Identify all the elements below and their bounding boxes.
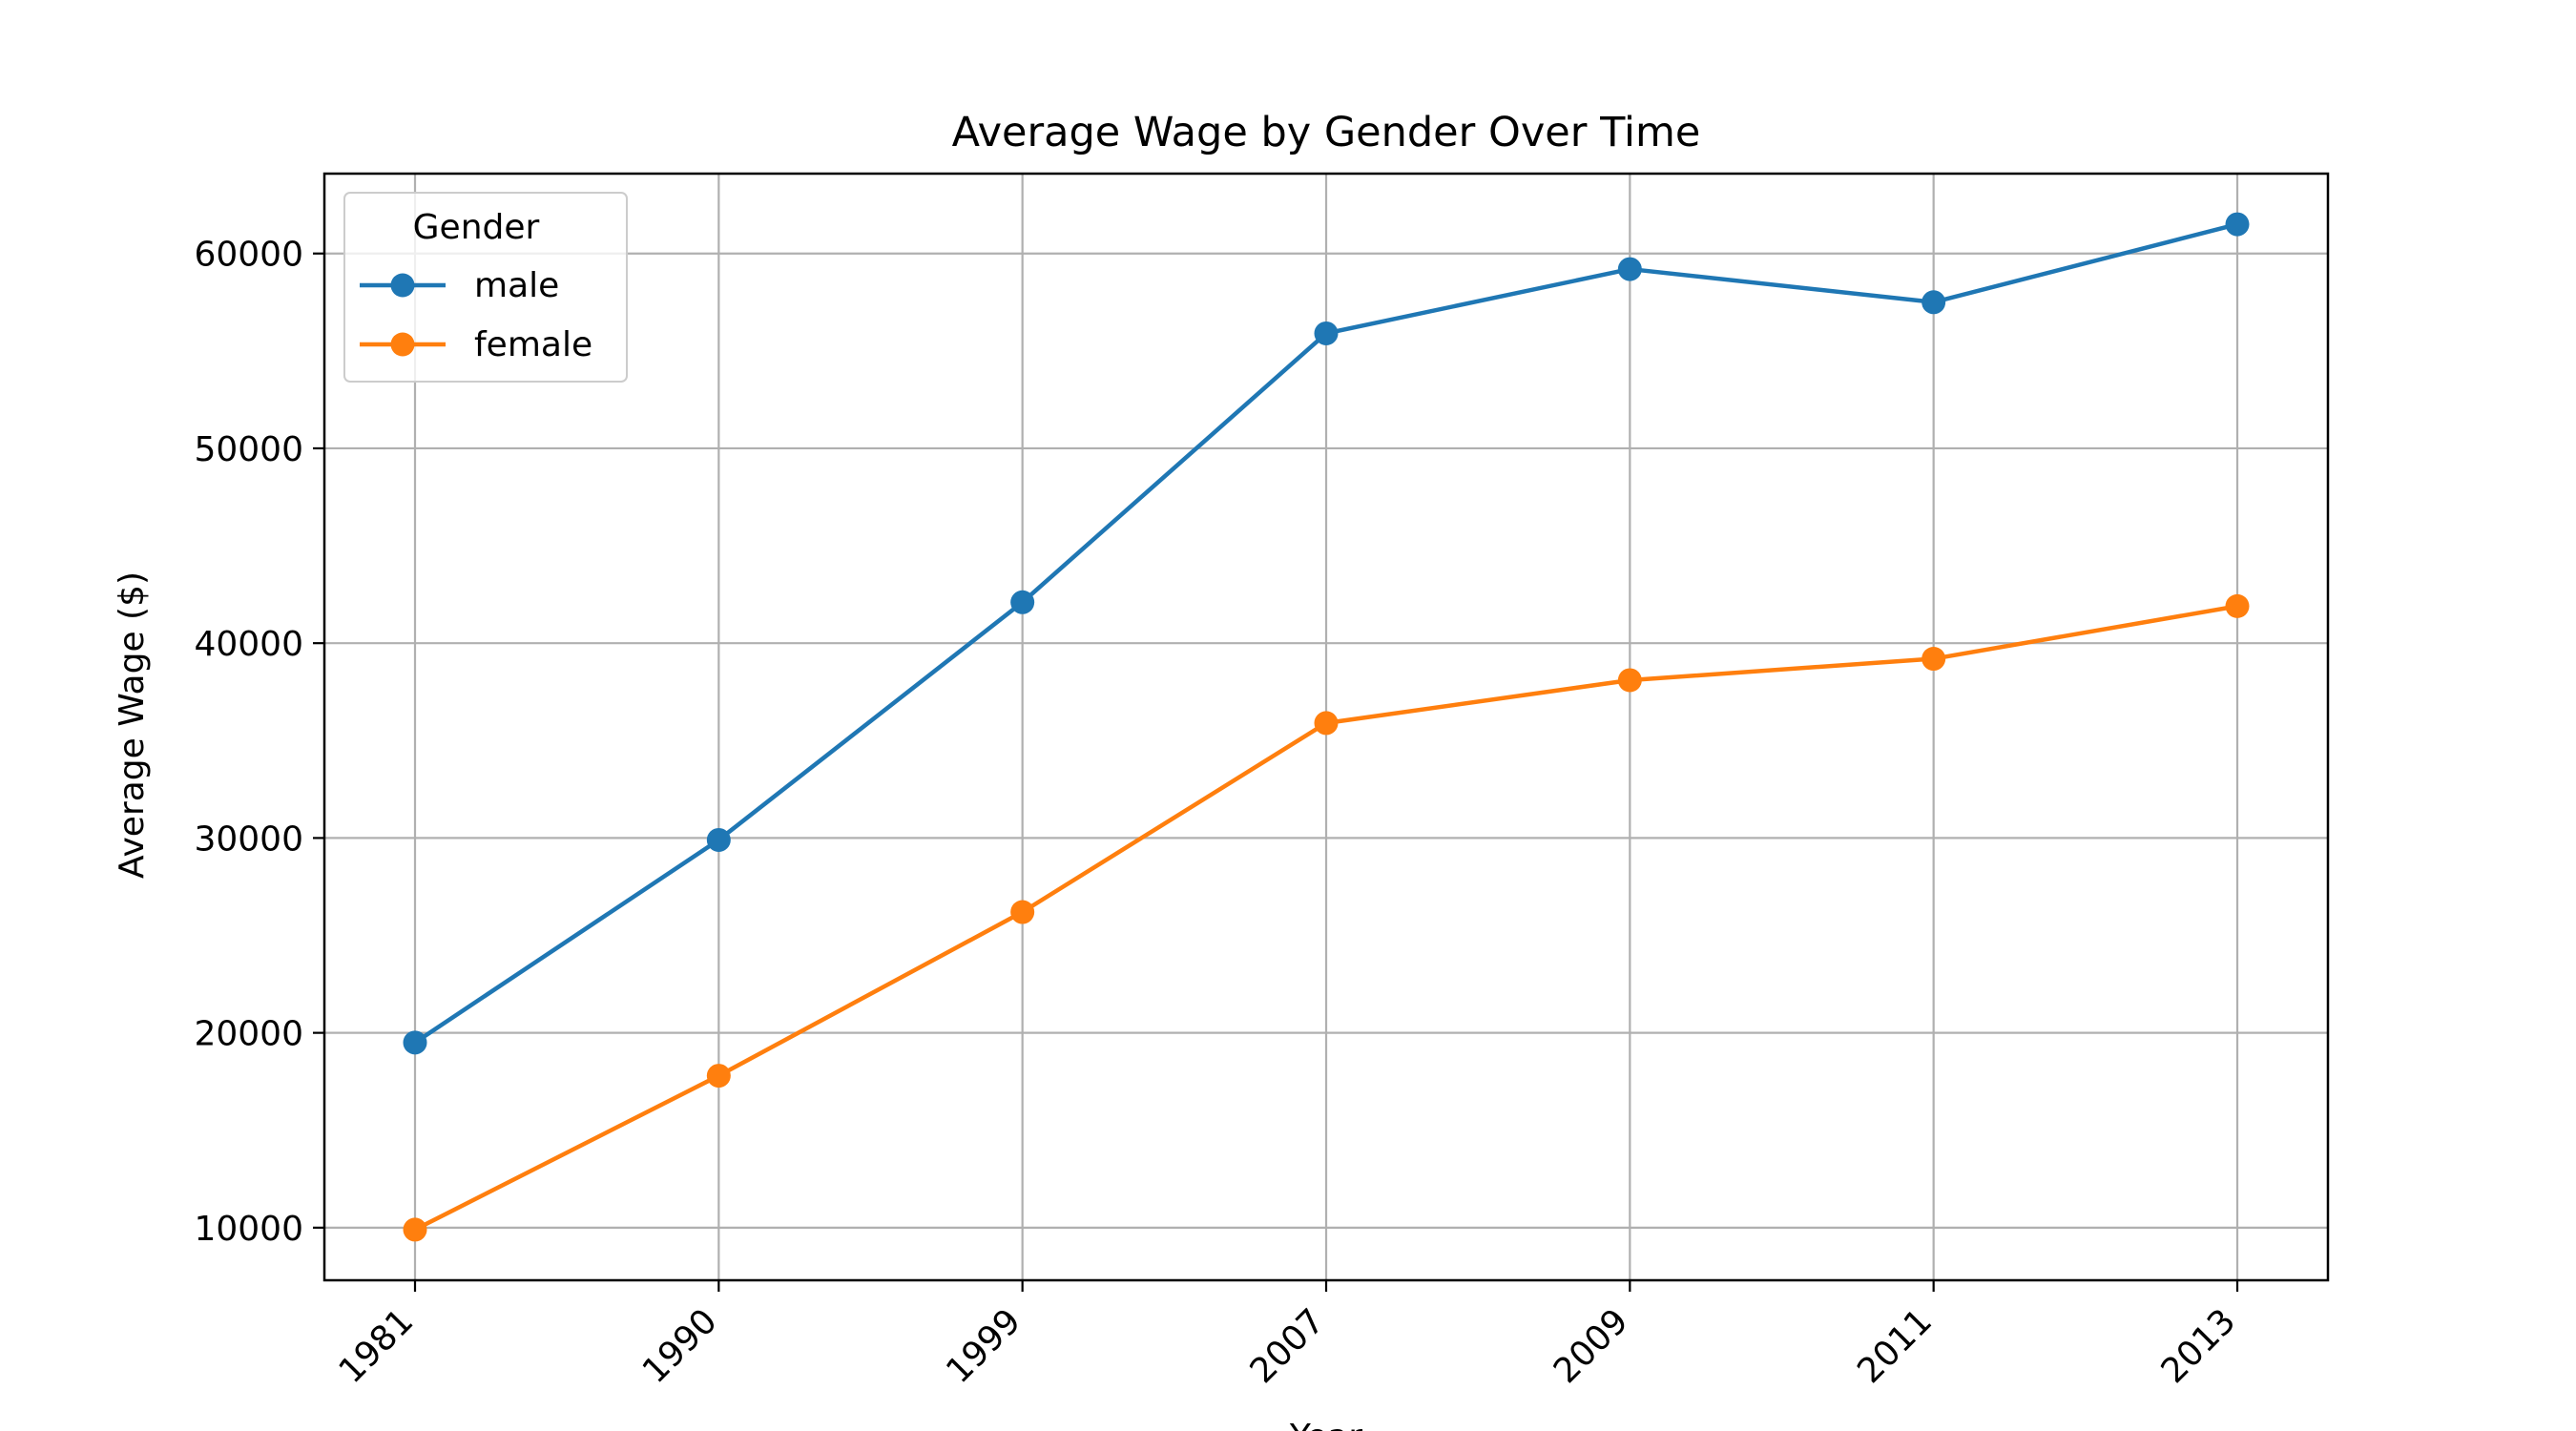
data-point-female: [1617, 668, 1642, 693]
data-point-female: [1010, 900, 1035, 924]
legend-box: [343, 192, 628, 383]
x-axis-title: Year: [1289, 1418, 1362, 1431]
axis-ticks: 1981 1990 1999 2007 2009 2011 2013 10000 20000 30…: [194, 236, 2243, 1391]
x-tick-label: 1999: [939, 1301, 1028, 1391]
chart-title: Average Wage by Gender Over Time: [952, 109, 1701, 156]
data-point-male: [2225, 212, 2250, 237]
legend: Gender male female: [343, 192, 628, 383]
data-point-female: [2225, 593, 2250, 618]
y-tick-label: 10000: [194, 1210, 303, 1249]
x-tick-label: 2013: [2154, 1301, 2244, 1391]
y-axis-title: Average Wage ($): [113, 571, 152, 879]
x-tick-label: 1990: [635, 1301, 725, 1391]
x-tick-label: 2011: [1850, 1301, 1940, 1391]
y-tick-label: 20000: [194, 1015, 303, 1054]
x-tick-label: 2009: [1547, 1301, 1636, 1391]
data-point-male: [706, 827, 731, 852]
x-tick-label: 2007: [1243, 1301, 1333, 1391]
data-point-female: [1922, 647, 1946, 672]
x-tick-label: 1981: [332, 1301, 422, 1391]
legend-label-male: male: [474, 266, 559, 305]
y-tick-label: 50000: [194, 430, 303, 469]
data-point-male: [1314, 321, 1339, 345]
data-point-male: [1922, 290, 1946, 315]
legend-label-female: female: [474, 325, 592, 364]
series-group: [403, 212, 2250, 1242]
data-point-male: [1617, 257, 1642, 281]
legend-marker-female: [390, 332, 415, 357]
grid: [324, 174, 2328, 1280]
legend-marker-male: [390, 273, 415, 298]
data-point-female: [403, 1217, 427, 1242]
data-point-female: [1314, 711, 1339, 736]
y-tick-label: 60000: [194, 236, 303, 275]
data-point-female: [706, 1064, 731, 1089]
y-tick-label: 40000: [194, 625, 303, 664]
y-tick-label: 30000: [194, 819, 303, 859]
data-point-male: [1010, 590, 1035, 614]
legend-title: Gender: [413, 208, 540, 247]
data-point-male: [403, 1030, 427, 1055]
